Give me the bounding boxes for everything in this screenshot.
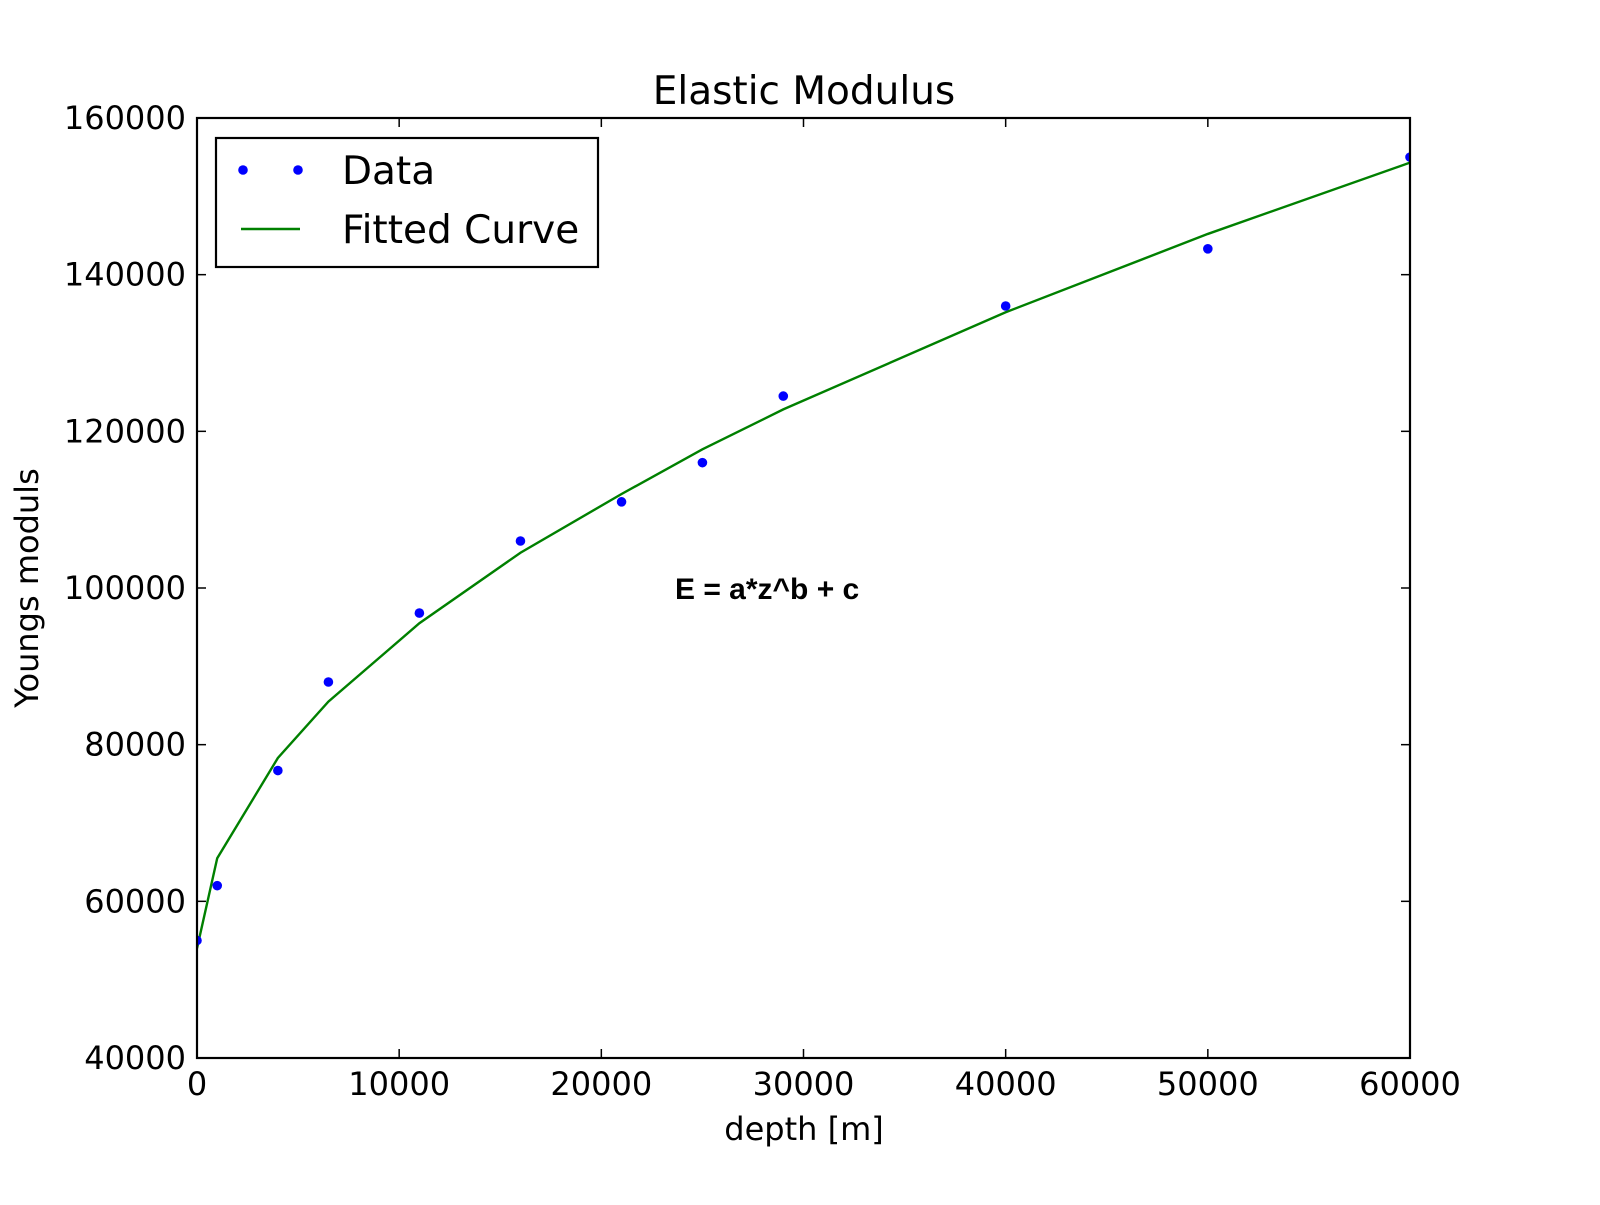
data-point	[616, 497, 627, 507]
data-point	[414, 608, 425, 618]
plot-marks	[197, 152, 1410, 949]
x-tick-label: 10000	[348, 1065, 450, 1103]
y-tick-label: 80000	[84, 726, 186, 764]
y-axis-ticks: 40000 60000 80000 100000 120000 140000 160000	[64, 99, 1410, 1077]
y-tick-label: 40000	[84, 1039, 186, 1077]
y-tick-label: 140000	[64, 256, 186, 294]
x-tick-label: 50000	[1157, 1065, 1259, 1103]
x-tick-label: 0	[187, 1065, 207, 1103]
y-axis-title: Youngs moduls	[8, 468, 46, 709]
y-tick-label: 160000	[64, 99, 186, 137]
data-point	[273, 765, 283, 776]
legend-data-marker	[238, 165, 248, 175]
fitted-curve-line	[197, 161, 1410, 949]
data-point	[1000, 301, 1011, 311]
equation-annotation: E = a*z^b + c	[675, 573, 859, 606]
data-point	[323, 677, 334, 687]
data-point	[515, 536, 526, 546]
x-tick-label: 30000	[753, 1065, 855, 1103]
x-tick-label: 20000	[550, 1065, 652, 1103]
data-point	[778, 391, 789, 401]
chart-title: Elastic Modulus	[653, 69, 956, 114]
plot-frame	[195, 116, 1412, 1060]
legend-label-fitted-curve: Fitted Curve	[342, 208, 579, 253]
legend: Data Fitted Curve	[214, 136, 600, 269]
x-tick-label: 40000	[955, 1065, 1057, 1103]
x-axis-title: depth [m]	[724, 1110, 883, 1148]
data-point	[1405, 152, 1410, 162]
data-point	[697, 457, 708, 468]
legend-label-data: Data	[342, 149, 435, 194]
data-point	[197, 935, 202, 946]
data-point	[212, 880, 223, 891]
x-tick-label: 60000	[1359, 1065, 1461, 1103]
x-axis-ticks: 0 10000 20000 30000 40000 50000 60000	[187, 118, 1461, 1103]
legend-box	[214, 136, 600, 269]
y-tick-label: 60000	[84, 882, 186, 920]
y-tick-label: 100000	[64, 569, 186, 607]
y-tick-label: 120000	[64, 412, 186, 450]
legend-data-marker	[293, 165, 303, 175]
data-point	[1203, 244, 1213, 254]
